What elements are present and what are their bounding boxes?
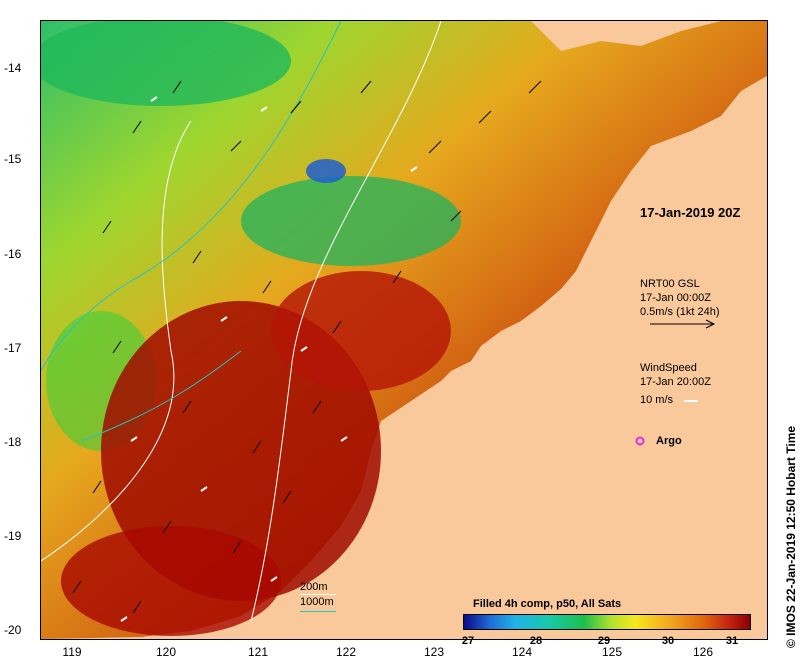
- x-tick-label: 123: [423, 645, 445, 659]
- x-tick-label: 119: [62, 645, 82, 659]
- sst-map-canvas: [41, 21, 767, 639]
- x-tick-label: 124: [511, 645, 533, 659]
- isobath-200m: [250, 21, 442, 622]
- colorbar-tick-label: 27: [461, 635, 475, 647]
- y-tick-label: -14: [4, 61, 22, 75]
- isobath-200m-swatch: [300, 594, 336, 595]
- isobath-1000m: [41, 21, 342, 372]
- y-tick-label: -19: [4, 529, 22, 543]
- isobath-1000m-label: 1000m: [300, 596, 334, 608]
- colorbar: [463, 614, 751, 630]
- vector-field: [72, 80, 542, 614]
- y-tick-label: -15: [4, 152, 22, 166]
- colorbar-title: Filled 4h comp, p50, All Sats: [473, 598, 622, 610]
- argo-float-icon: [635, 436, 645, 446]
- isobath-1000m-swatch: [300, 611, 336, 612]
- wind-legend-time: 17-Jan 20:00Z: [640, 376, 711, 388]
- warm-patch: [61, 526, 281, 636]
- currents-legend-time: 17-Jan 00:00Z: [640, 292, 711, 304]
- date-label: 17-Jan-2019 20Z: [640, 205, 741, 220]
- isobath-200m: [41, 120, 192, 562]
- colorbar-tick-label: 29: [597, 635, 611, 647]
- wind-scale-marker-icon: [684, 400, 698, 402]
- colorbar-tick-label: 31: [725, 635, 739, 647]
- y-tick-label: -17: [4, 341, 22, 355]
- x-tick-label: 125: [601, 645, 623, 659]
- x-tick-label: 121: [247, 645, 269, 659]
- x-tick-label: 120: [155, 645, 177, 659]
- cool-patch: [306, 159, 346, 183]
- isobath-200m-label: 200m: [300, 581, 328, 593]
- y-tick-label: -16: [4, 247, 22, 261]
- warm-patch: [271, 271, 451, 391]
- colorbar-tick-label: 30: [661, 635, 675, 647]
- y-tick-label: -18: [4, 435, 22, 449]
- sst-map: [40, 20, 768, 640]
- x-tick-label: 126: [692, 645, 714, 659]
- colorbar-tick-label: 28: [529, 635, 543, 647]
- currents-legend-title: NRT00 GSL: [640, 278, 700, 290]
- y-tick-label: -20: [4, 623, 22, 637]
- current-scale-arrow-icon: [650, 319, 716, 329]
- copyright-text: © IMOS 22-Jan-2019 12:50 Hobart Time: [784, 425, 798, 648]
- wind-legend-title: WindSpeed: [640, 362, 697, 374]
- cool-patch: [41, 21, 291, 106]
- cool-patch: [241, 176, 461, 266]
- wind-legend-scale: 10 m/s: [640, 394, 674, 406]
- isobath-1000m: [80, 350, 242, 442]
- x-tick-label: 122: [335, 645, 357, 659]
- wind-markers: [120, 96, 418, 622]
- currents-legend-scale: 0.5m/s (1kt 24h): [640, 306, 720, 318]
- argo-label: Argo: [656, 435, 682, 447]
